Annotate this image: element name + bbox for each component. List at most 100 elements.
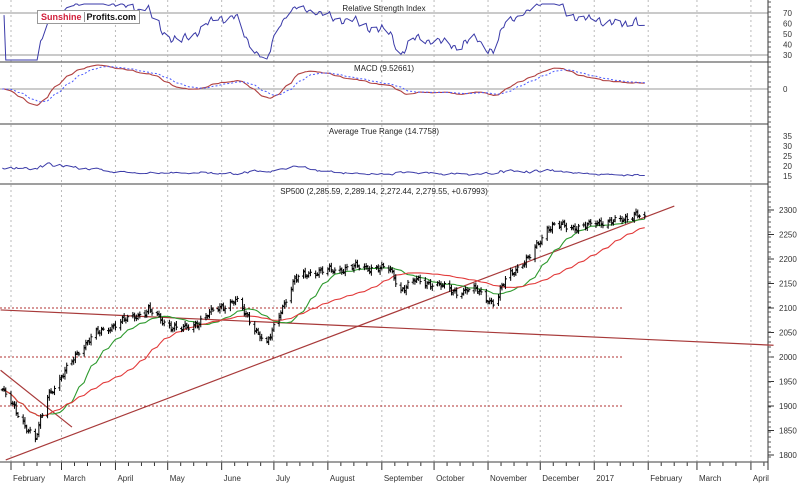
ohlc-bar — [284, 299, 288, 308]
ohlc-bar — [613, 215, 617, 223]
ohlc-bar — [503, 276, 507, 290]
ohlc-bar — [291, 279, 295, 292]
ohlc-bar — [308, 269, 312, 277]
ohlc-bar — [89, 333, 93, 346]
ohlc-bar — [443, 281, 447, 289]
ohlc-bar — [496, 293, 500, 306]
ohlc-bar — [570, 224, 574, 231]
ohlc-bar — [399, 282, 403, 294]
ohlc-bar — [187, 324, 191, 331]
price-tick-label: 2150 — [779, 280, 797, 289]
ohlc-bar — [328, 263, 332, 272]
ohlc-bar — [406, 279, 410, 290]
logo-part-2: Profits.com — [86, 12, 137, 22]
ohlc-bar — [528, 254, 532, 260]
ohlc-bar — [119, 319, 123, 331]
ohlc-bar — [516, 264, 520, 274]
ohlc-bar — [270, 327, 274, 341]
ohlc-bar — [552, 221, 556, 226]
ohlc-bar — [16, 412, 20, 419]
ohlc-bar — [82, 344, 86, 357]
x-tick-label: March — [63, 474, 85, 483]
ohlc-bar — [606, 219, 610, 229]
ma20-line — [2, 218, 645, 417]
ohlc-bar — [279, 310, 283, 321]
ohlc-bar — [49, 388, 53, 395]
ohlc-bar — [382, 262, 386, 269]
ohlc-bar — [4, 387, 8, 398]
ohlc-bar — [333, 267, 337, 275]
ohlc-bar — [589, 219, 593, 227]
x-tick-label: August — [330, 474, 356, 483]
ohlc-bar — [455, 287, 459, 299]
sunshine-profits-logo[interactable]: Sunshine Profits.com — [37, 10, 141, 24]
ohlc-bar — [350, 263, 354, 271]
ohlc-bar — [120, 315, 124, 324]
atr-tick-label: 35 — [783, 132, 792, 141]
x-tick-label: March — [699, 474, 721, 483]
ohlc-bar — [319, 266, 323, 274]
ohlc-bar — [162, 319, 166, 327]
ohlc-bar — [199, 315, 203, 328]
price-title: SP500 (2,285.59, 2,289.14, 2,272.44, 2,2… — [280, 187, 488, 196]
price-tick-label: 1850 — [779, 427, 797, 436]
ohlc-bar — [357, 264, 361, 271]
ma50-line — [2, 227, 645, 417]
ohlc-bar — [380, 261, 384, 271]
ohlc-bar — [404, 284, 408, 296]
ohlc-bar — [638, 214, 642, 219]
ohlc-bar — [235, 295, 239, 303]
ohlc-bar — [430, 283, 434, 291]
rsi-line — [3, 3, 645, 61]
ohlc-bar — [84, 339, 88, 351]
price-tick-label: 2050 — [779, 329, 797, 338]
macd-zero-tick: 0 — [783, 85, 788, 94]
ohlc-bar — [12, 401, 16, 409]
ohlc-bar — [540, 234, 544, 246]
x-tick-label: February — [650, 474, 682, 483]
rsi-tick-label: 30 — [783, 51, 792, 60]
macd-line — [2, 64, 645, 106]
ohlc-bar — [413, 277, 417, 285]
price-tick-label: 2250 — [779, 231, 797, 240]
ohlc-bar — [211, 307, 215, 313]
ohlc-bar — [321, 266, 325, 275]
rsi-tick-label: 60 — [783, 20, 792, 29]
ohlc-bar — [209, 305, 213, 315]
atr-tick-label: 20 — [783, 162, 792, 171]
ohlc-bar — [625, 213, 629, 223]
atr-tick-label: 30 — [783, 142, 792, 151]
atr-tick-label: 15 — [783, 172, 792, 181]
price-tick-label: 2100 — [779, 304, 797, 313]
ohlc-bar — [599, 217, 603, 228]
x-tick-label: June — [224, 474, 242, 483]
x-tick-label: December — [542, 474, 579, 483]
price-tick-label: 1800 — [779, 451, 797, 460]
ohlc-bar — [549, 226, 553, 233]
x-tick-label: February — [13, 474, 45, 483]
ohlc-bar — [394, 274, 398, 288]
ohlc-bar — [77, 351, 81, 357]
ohlc-bar — [427, 280, 431, 286]
price-tick-label: 1950 — [779, 378, 797, 387]
ohlc-bar — [577, 223, 581, 234]
ohlc-bar — [643, 211, 647, 219]
ohlc-bar — [131, 311, 135, 319]
rsi-tick-label: 50 — [783, 30, 792, 39]
ohlc-bar — [126, 314, 130, 323]
x-tick-label: 2017 — [596, 474, 614, 483]
price-tick-label: 2200 — [779, 255, 797, 264]
early-downtrend-trendline — [0, 369, 73, 428]
rising-support-trendline — [5, 205, 675, 461]
ohlc-bar — [87, 337, 91, 345]
declining-resistance-trendline — [0, 309, 774, 346]
ohlc-bar — [317, 267, 321, 278]
ohlc-bar — [296, 274, 300, 283]
ohlc-bar — [65, 362, 69, 374]
ohlc-bar — [509, 267, 513, 281]
ohlc-bar — [174, 320, 178, 331]
